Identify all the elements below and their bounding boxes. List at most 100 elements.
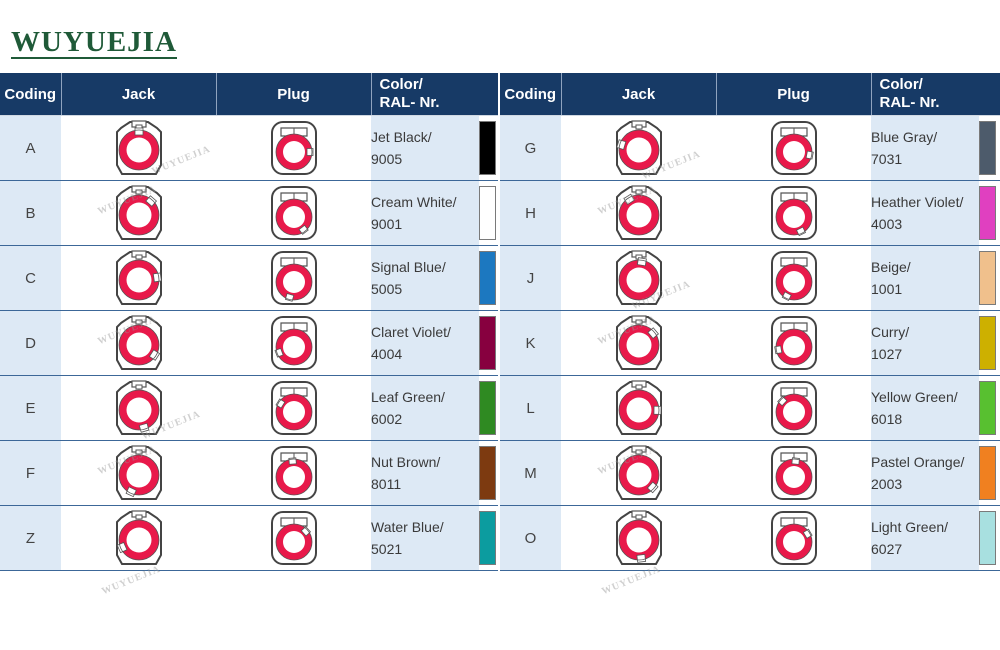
jack-icon — [61, 375, 216, 441]
table-row: E Leaf Green/6002 — [0, 375, 498, 441]
ral-number: 4004 — [371, 346, 403, 362]
color-swatch — [979, 251, 996, 305]
table-row: L Yellow Green/6018 — [500, 375, 1000, 441]
header-row: Coding Jack Plug Color/RAL- Nr. — [500, 73, 1000, 116]
ral-number: 1001 — [871, 281, 903, 297]
plug-icon — [216, 180, 371, 246]
color-swatch-cell — [479, 115, 498, 181]
jack-icon — [61, 440, 216, 506]
header-color: Color/RAL- Nr. — [370, 73, 498, 116]
plug-icon — [716, 245, 871, 311]
table-row: B Cream White/9001 — [0, 180, 498, 246]
plug-icon — [216, 310, 371, 376]
header-color: Color/RAL- Nr. — [870, 73, 1000, 116]
plug-icon — [216, 440, 371, 506]
color-swatch — [979, 511, 996, 565]
coding-table-right: Coding Jack Plug Color/RAL- Nr. G Blue Gr… — [500, 73, 1000, 571]
color-swatch-cell — [479, 180, 498, 246]
table-row: M Pastel Orange/2003 — [500, 440, 1000, 506]
ral-number: 7031 — [871, 151, 903, 167]
coding-letter: O — [500, 505, 561, 571]
jack-icon — [61, 505, 216, 571]
color-swatch-cell — [979, 505, 1000, 571]
ral-number: 9001 — [371, 216, 403, 232]
header-coding: Coding — [500, 73, 561, 116]
color-ral-label: Water Blue/5021 — [371, 505, 479, 571]
plug-icon — [216, 115, 371, 181]
header-jack: Jack — [60, 73, 216, 116]
color-swatch-cell — [479, 245, 498, 311]
plug-icon — [216, 245, 371, 311]
table-row: K Curry/1027 — [500, 310, 1000, 376]
plug-icon — [716, 375, 871, 441]
jack-icon — [61, 115, 216, 181]
coding-letter: L — [500, 375, 561, 441]
plug-icon — [716, 310, 871, 376]
color-swatch — [479, 121, 496, 175]
coding-letter: G — [500, 115, 561, 181]
color-ral-label: Jet Black/9005 — [371, 115, 479, 181]
jack-icon — [561, 245, 716, 311]
color-swatch — [479, 316, 496, 370]
color-swatch — [479, 511, 496, 565]
color-ral-label: Cream White/9001 — [371, 180, 479, 246]
table-row: F Nut Brown/8011 — [0, 440, 498, 506]
color-name: Blue Gray/ — [871, 129, 938, 145]
ral-number: 6027 — [871, 541, 903, 557]
color-ral-label: Claret Violet/4004 — [371, 310, 479, 376]
color-name: Nut Brown/ — [371, 454, 441, 470]
color-swatch-cell — [479, 440, 498, 506]
table-row: O Light Green/6027 — [500, 505, 1000, 571]
color-swatch-cell — [479, 310, 498, 376]
plug-icon — [716, 505, 871, 571]
color-swatch-cell — [979, 180, 1000, 246]
coding-table-left: Coding Jack Plug Color/RAL- Nr. A Jet Bla… — [0, 73, 498, 571]
header-plug: Plug — [215, 73, 371, 116]
table-row: G Blue Gray/7031 — [500, 115, 1000, 181]
header-row: Coding Jack Plug Color/RAL- Nr. — [0, 73, 498, 116]
plug-icon — [716, 115, 871, 181]
plug-icon — [716, 180, 871, 246]
coding-letter: E — [0, 375, 61, 441]
color-name: Claret Violet/ — [371, 324, 451, 340]
color-swatch-cell — [979, 310, 1000, 376]
jack-icon — [61, 310, 216, 376]
table-row: Z Water Blue/5021 — [0, 505, 498, 571]
ral-number: 5005 — [371, 281, 403, 297]
color-swatch-cell — [979, 245, 1000, 311]
coding-letter: D — [0, 310, 61, 376]
color-ral-label: Yellow Green/6018 — [871, 375, 979, 441]
color-name: Cream White/ — [371, 194, 457, 210]
color-name: Heather Violet/ — [871, 194, 964, 210]
color-swatch — [979, 381, 996, 435]
color-ral-label: Heather Violet/4003 — [871, 180, 979, 246]
header-coding: Coding — [0, 73, 61, 116]
color-name: Signal Blue/ — [371, 259, 446, 275]
coding-letter: J — [500, 245, 561, 311]
plug-icon — [216, 505, 371, 571]
color-swatch — [479, 446, 496, 500]
jack-icon — [61, 245, 216, 311]
table-row: J Beige/1001 — [500, 245, 1000, 311]
ral-number: 1027 — [871, 346, 903, 362]
color-ral-label: Leaf Green/6002 — [371, 375, 479, 441]
ral-number: 6002 — [371, 411, 403, 427]
coding-letter: Z — [0, 505, 61, 571]
coding-letter: C — [0, 245, 61, 311]
ral-number: 9005 — [371, 151, 403, 167]
header-jack: Jack — [560, 73, 716, 116]
ral-number: 4003 — [871, 216, 903, 232]
color-name: Yellow Green/ — [871, 389, 958, 405]
color-name: Water Blue/ — [371, 519, 444, 535]
ral-number: 5021 — [371, 541, 403, 557]
color-name: Jet Black/ — [371, 129, 432, 145]
color-swatch — [979, 186, 996, 240]
table-row: C Signal Blue/5005 — [0, 245, 498, 311]
jack-icon — [561, 180, 716, 246]
jack-icon — [561, 310, 716, 376]
jack-icon — [61, 180, 216, 246]
color-swatch — [479, 186, 496, 240]
color-swatch-cell — [979, 440, 1000, 506]
coding-letter: M — [500, 440, 561, 506]
color-swatch-cell — [479, 505, 498, 571]
